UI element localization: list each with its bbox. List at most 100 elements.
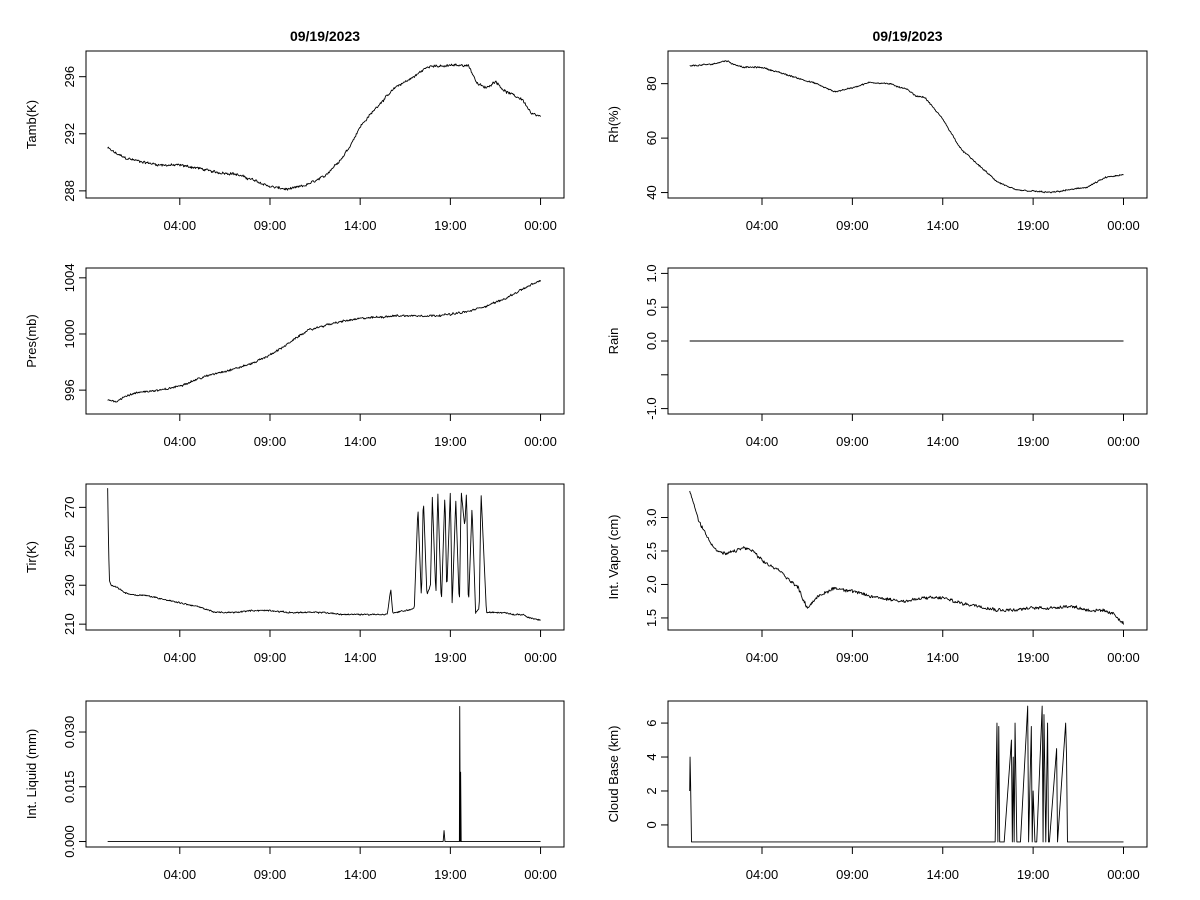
series-line-tir [107, 488, 541, 621]
plot-frame [667, 483, 1148, 631]
x-tick-label: 19:00 [434, 867, 467, 882]
series-line-rh [689, 60, 1124, 194]
y-tick-label: 1000 [62, 320, 77, 349]
y-tick-label: 1004 [62, 263, 77, 292]
x-tick-label: 14:00 [344, 650, 377, 665]
x-tick-label: 19:00 [1017, 867, 1050, 882]
y-tick-label: 0.0 [644, 332, 659, 350]
y-tick-label: 1.0 [644, 264, 659, 282]
x-tick-label: 00:00 [1107, 434, 1140, 449]
x-tick-label: 04:00 [746, 867, 779, 882]
x-tick-label: 00:00 [1107, 867, 1140, 882]
x-tick-label: 19:00 [434, 434, 467, 449]
plot-frame [85, 700, 565, 848]
series-line-pres [107, 280, 541, 403]
panel-title: 09/19/2023 [872, 28, 942, 44]
y-tick-label: 288 [62, 180, 77, 202]
x-tick-label: 09:00 [254, 434, 287, 449]
x-tick-label: 00:00 [524, 650, 557, 665]
y-axis-label: Int. Liquid (mm) [24, 729, 39, 819]
x-tick-label: 14:00 [926, 650, 959, 665]
x-tick-label: 04:00 [746, 650, 779, 665]
y-tick-label: 0 [644, 821, 659, 828]
y-tick-label: 80 [644, 76, 659, 90]
plot-frame [667, 50, 1148, 199]
y-axis-label: Rh(%) [606, 106, 621, 143]
panel-rh: 09/19/2023 40 60 80 04:00 09:00 14:00 19:00 00:0… [606, 28, 1148, 233]
x-tick-label: 00:00 [1107, 650, 1140, 665]
y-axis-label: Pres(mb) [24, 314, 39, 367]
x-tick-label: 04:00 [164, 434, 197, 449]
series-line-liquid [107, 706, 541, 842]
y-tick-label: 292 [62, 123, 77, 145]
x-tick-label: 09:00 [836, 650, 869, 665]
y-tick-label: 210 [62, 613, 77, 635]
x-tick-label: 14:00 [926, 867, 959, 882]
y-axis-label: Cloud Base (km) [606, 726, 621, 823]
x-tick-label: 09:00 [254, 218, 287, 233]
x-tick-label: 04:00 [164, 650, 197, 665]
y-axis-label: Tir(K) [24, 541, 39, 573]
panel-rain: -1.0 0.0 0.5 1.0 04:00 09:00 14:00 19:00 00:00 Ra… [606, 264, 1148, 449]
x-tick-label: 14:00 [926, 218, 959, 233]
y-tick-label: 230 [62, 574, 77, 596]
panel-tamb: 09/19/2023 288 292 296 04:00 09:00 14:00 19:00 0… [24, 28, 565, 233]
series-line-vapor [689, 490, 1124, 625]
y-axis-label: Rain [606, 328, 621, 355]
x-tick-label: 14:00 [344, 434, 377, 449]
series-line-tamb [107, 63, 541, 191]
x-tick-label: 09:00 [836, 434, 869, 449]
y-tick-label: 40 [644, 185, 659, 199]
y-tick-label: 0.000 [62, 825, 77, 858]
x-tick-label: 09:00 [254, 867, 287, 882]
plot-frame [85, 267, 565, 415]
y-tick-label: 250 [62, 535, 77, 557]
panel-title: 09/19/2023 [290, 28, 360, 44]
y-tick-label: 996 [62, 379, 77, 401]
y-tick-label: 270 [62, 497, 77, 519]
x-tick-label: 19:00 [434, 650, 467, 665]
x-tick-label: 00:00 [524, 218, 557, 233]
panel-cloudbase: 0 2 4 6 04:00 09:00 14:00 19:00 00:00 Cloud Base … [606, 700, 1148, 882]
x-tick-label: 19:00 [434, 218, 467, 233]
panel-liquid: 0.000 0.015 0.030 04:00 09:00 14:00 19:00 00:00… [24, 700, 565, 882]
panel-pres: 996 1000 1004 04:00 09:00 14:00 19:00 00:00 Pres… [24, 263, 565, 449]
x-tick-label: 04:00 [164, 867, 197, 882]
x-tick-label: 04:00 [746, 218, 779, 233]
y-tick-label: 296 [62, 66, 77, 88]
y-tick-label: 2 [644, 787, 659, 794]
x-tick-label: 04:00 [164, 218, 197, 233]
series-line-cloudbase [689, 705, 1124, 843]
panel-vapor: 1.5 2.0 2.5 3.0 04:00 09:00 14:00 19:00 00:00 Int… [606, 483, 1148, 665]
x-tick-label: 14:00 [926, 434, 959, 449]
y-tick-label: 60 [644, 131, 659, 145]
y-axis-label: Int. Vapor (cm) [606, 514, 621, 599]
plot-frame [85, 483, 565, 631]
x-tick-label: 00:00 [524, 434, 557, 449]
x-tick-label: 19:00 [1017, 218, 1050, 233]
x-tick-label: 04:00 [746, 434, 779, 449]
x-tick-label: 09:00 [836, 218, 869, 233]
x-tick-label: 14:00 [344, 867, 377, 882]
plot-frame [85, 50, 565, 199]
y-tick-label: 3.0 [644, 508, 659, 526]
x-tick-label: 19:00 [1017, 434, 1050, 449]
x-tick-label: 09:00 [254, 650, 287, 665]
y-tick-label: -1.0 [644, 397, 659, 419]
plot-frame [667, 700, 1148, 848]
y-tick-label: 0.5 [644, 298, 659, 316]
y-tick-label: 0.030 [62, 716, 77, 749]
y-tick-label: 2.0 [644, 575, 659, 593]
y-tick-label: 6 [644, 719, 659, 726]
y-tick-label: 2.5 [644, 542, 659, 560]
x-tick-label: 00:00 [1107, 218, 1140, 233]
y-tick-label: 1.5 [644, 609, 659, 627]
x-tick-label: 14:00 [344, 218, 377, 233]
y-tick-label: 4 [644, 753, 659, 760]
y-axis-label: Tamb(K) [24, 100, 39, 149]
x-tick-label: 19:00 [1017, 650, 1050, 665]
panel-tir: 210 230 250 270 04:00 09:00 14:00 19:00 00:00 Tir… [24, 483, 565, 665]
x-tick-label: 00:00 [524, 867, 557, 882]
x-tick-label: 09:00 [836, 867, 869, 882]
